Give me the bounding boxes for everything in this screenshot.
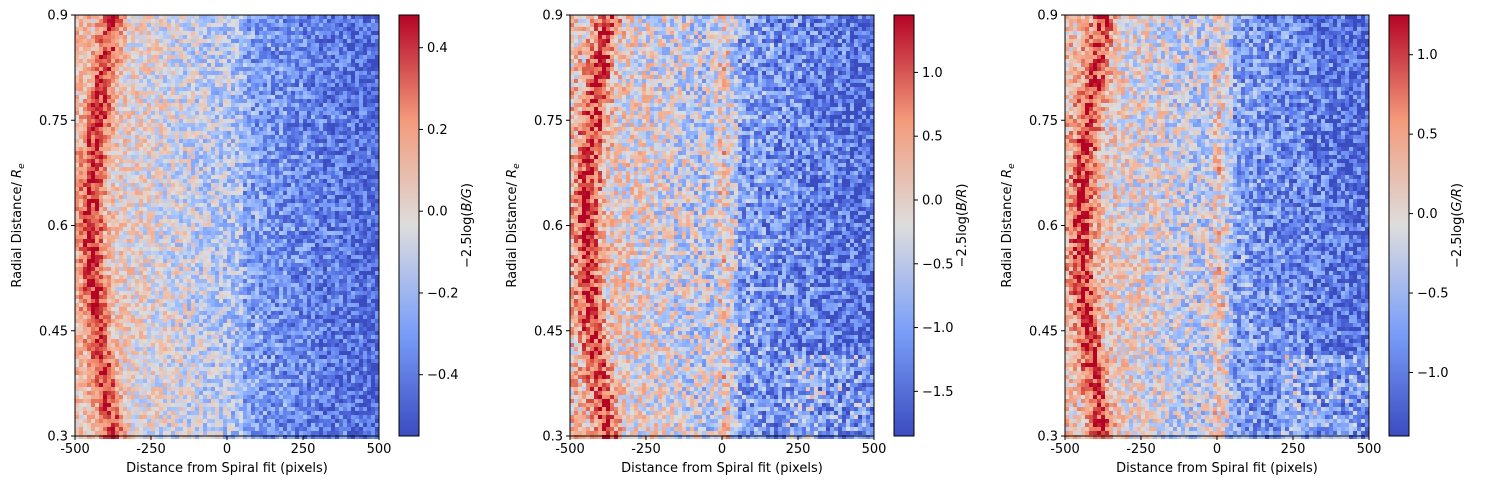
colorbar-tick-label: −0.4 xyxy=(427,368,459,383)
colorbar-tick-label: 0.5 xyxy=(1417,128,1438,143)
x-tick-label: 0 xyxy=(1213,442,1221,457)
colorbar-label: −2.5log(B/R) xyxy=(955,184,970,268)
heatmap-field xyxy=(570,15,874,439)
y-tick-label: 0.6 xyxy=(47,219,68,234)
colorbar-tick-label: 0.5 xyxy=(922,130,943,145)
x-tick-label: -250 xyxy=(1126,442,1156,457)
y-tick-label: 0.45 xyxy=(534,324,563,339)
y-tick-label: 0.3 xyxy=(1037,430,1058,445)
colorbar-tick-label: 1.0 xyxy=(922,66,943,81)
x-axis-label: Distance from Spiral fit (pixels) xyxy=(621,461,823,476)
colorbar-tick-label: 1.0 xyxy=(1417,48,1438,63)
x-axis-label: Distance from Spiral fit (pixels) xyxy=(126,461,328,476)
y-axis-label: Radial Distance/ Re xyxy=(1000,163,1017,288)
x-tick-label: 250 xyxy=(1281,442,1306,457)
colorbar-label: −2.5log(G/R) xyxy=(1450,183,1465,268)
y-axis-label: Radial Distance/ Re xyxy=(10,163,27,288)
colorbar-tick-label: 0.0 xyxy=(922,193,943,208)
y-tick-label: 0.6 xyxy=(542,219,563,234)
colorbar-tick-label: −0.5 xyxy=(922,257,954,272)
y-axis-label: Radial Distance/ Re xyxy=(505,163,522,288)
y-tick-label: 0.3 xyxy=(542,430,563,445)
y-tick-label: 0.75 xyxy=(1029,114,1058,129)
y-tick-label: 0.9 xyxy=(1037,9,1058,24)
x-axis-label: Distance from Spiral fit (pixels) xyxy=(1116,461,1318,476)
x-tick-label: 500 xyxy=(1357,442,1382,457)
heatmap-field xyxy=(75,15,379,439)
colorbar-tick-label: 0.0 xyxy=(427,205,448,220)
x-tick-label: 250 xyxy=(291,442,316,457)
y-tick-label: 0.6 xyxy=(1037,219,1058,234)
y-tick-label: 0.45 xyxy=(1029,324,1058,339)
colorbar-tick-label: −0.2 xyxy=(427,286,459,301)
panel-2: -500 -250 0 250 500 0.3 0.45 0.6 0.75 0.9 Distance… xyxy=(505,9,970,477)
x-tick-label: -250 xyxy=(136,442,166,457)
y-tick-label: 0.3 xyxy=(47,430,68,445)
colorbar-label: −2.5log(B/G) xyxy=(460,183,475,268)
x-tick-label: 0 xyxy=(718,442,726,457)
colorbar-tick-label: −0.5 xyxy=(1417,287,1449,302)
x-tick-label: -250 xyxy=(631,442,661,457)
y-tick-label: 0.75 xyxy=(534,114,563,129)
panel-1: -500 -250 0 250 500 0.3 0.45 0.6 0.75 0.9 Distance… xyxy=(10,9,475,477)
y-tick-label: 0.9 xyxy=(542,9,563,24)
x-tick-label: 0 xyxy=(223,442,231,457)
x-tick-label: 500 xyxy=(367,442,392,457)
y-tick-label: 0.45 xyxy=(39,324,68,339)
colorbar-tick-label: −1.0 xyxy=(1417,366,1449,381)
y-tick-label: 0.75 xyxy=(39,114,68,129)
colorbar-tick-label: −1.0 xyxy=(922,321,954,336)
colorbar xyxy=(1388,14,1410,437)
panel-3: -500 -250 0 250 500 0.3 0.45 0.6 0.75 0.9 Distance… xyxy=(1000,9,1465,477)
y-tick-label: 0.9 xyxy=(47,9,68,24)
colorbar xyxy=(893,14,915,437)
colorbar-tick-label: 0.0 xyxy=(1417,207,1438,222)
colorbar xyxy=(398,14,420,437)
colorbar-tick-label: 0.4 xyxy=(427,41,448,56)
colorbar-tick-label: −1.5 xyxy=(922,385,954,400)
x-tick-label: 250 xyxy=(786,442,811,457)
heatmap-field xyxy=(1065,15,1369,439)
colorbar-tick-label: 0.2 xyxy=(427,123,448,138)
x-tick-label: -500 xyxy=(1050,442,1080,457)
x-tick-label: -500 xyxy=(555,442,585,457)
x-tick-label: 500 xyxy=(862,442,887,457)
x-tick-label: -500 xyxy=(60,442,90,457)
